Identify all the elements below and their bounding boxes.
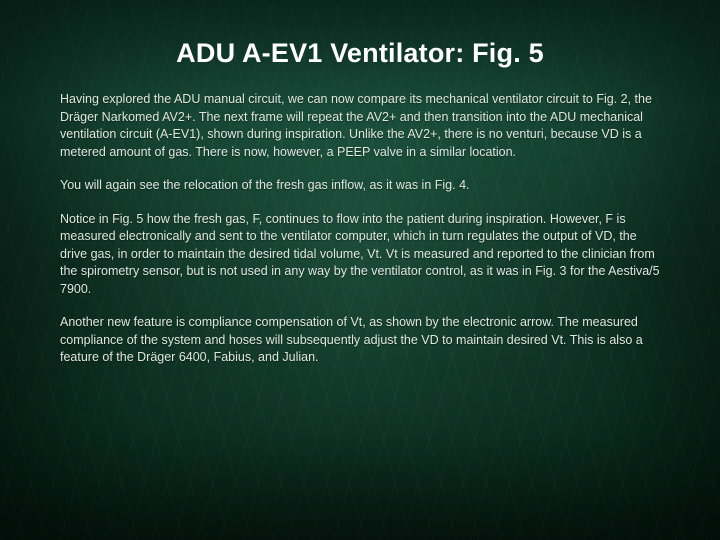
paragraph-2: You will again see the relocation of the… [60, 177, 660, 195]
paragraph-4: Another new feature is compliance compen… [60, 314, 660, 367]
paragraph-3: Notice in Fig. 5 how the fresh gas, F, c… [60, 211, 660, 299]
slide-body: Having explored the ADU manual circuit, … [60, 91, 660, 367]
slide-container: ADU A-EV1 Ventilator: Fig. 5 Having expl… [0, 0, 720, 540]
slide-title: ADU A-EV1 Ventilator: Fig. 5 [60, 38, 660, 69]
paragraph-1: Having explored the ADU manual circuit, … [60, 91, 660, 161]
